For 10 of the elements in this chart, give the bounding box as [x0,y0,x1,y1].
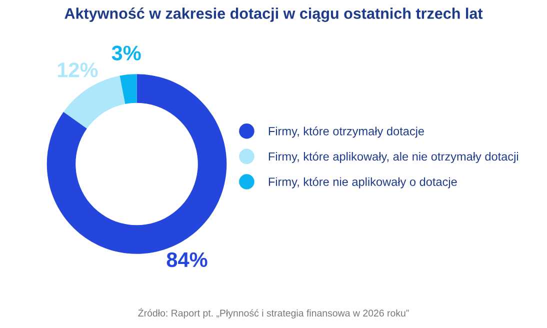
data-label: 3% [112,46,141,60]
data-label: 84% [166,252,208,268]
legend-label: Firmy, które aplikowały, ale nie otrzymały dotacji [268,152,518,164]
legend-label: Firmy, które nie aplikowały o dotacje [268,177,457,188]
legend-label: Firmy, które otrzymały dotacje [268,126,424,138]
text: Źródło: Raport pt. „Płynność i strategia finansowa w 2026 roku” [138,308,409,318]
donut-slice [64,76,126,129]
chart-title: Aktywność w zakresie dotacji w ciągu ostatnich trzech lat [64,8,483,22]
data-label: 12% [58,62,98,78]
donut-slice [120,74,137,104]
